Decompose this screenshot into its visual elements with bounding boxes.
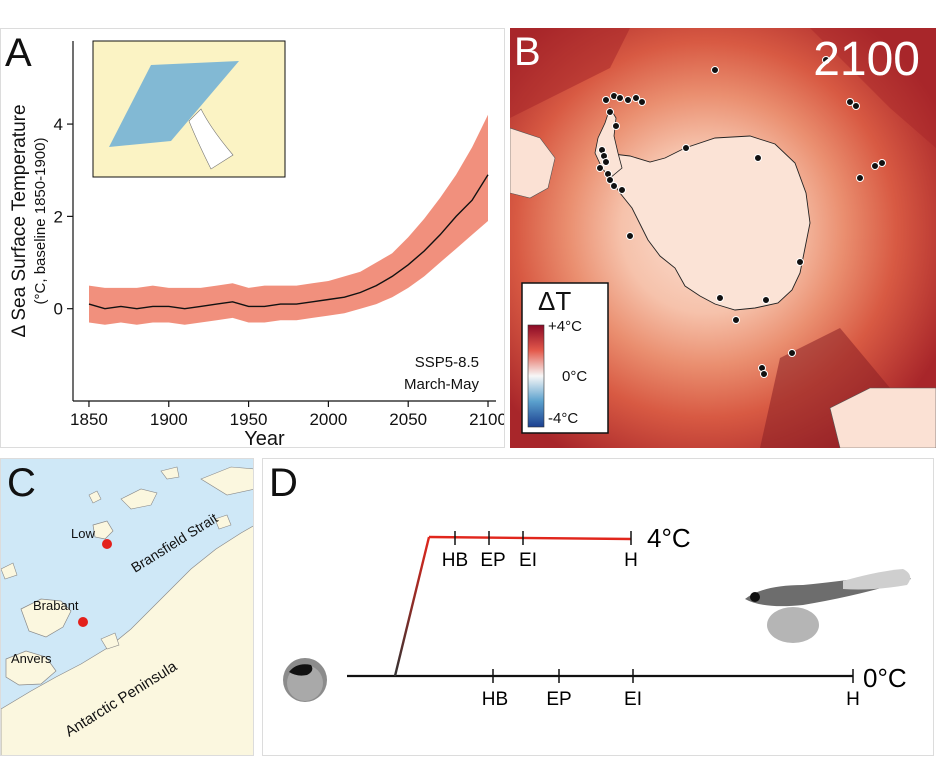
warming-ramp [393, 536, 431, 677]
label-brabant: Brabant [33, 598, 79, 613]
panel-d-letter: D [269, 461, 298, 505]
label-anvers: Anvers [11, 651, 52, 666]
warm-stage-hb: HB [442, 550, 468, 571]
larva-illustration [745, 569, 911, 643]
cold-temp-label: 0°C [863, 663, 907, 693]
mean-line [88, 174, 489, 310]
warm-stage-ei: EI [519, 550, 537, 571]
panel-c-letter: C [7, 461, 36, 505]
y-tick-label: 2 [54, 207, 63, 226]
x-axis-label: Year [244, 428, 285, 448]
legend-title: ΔT [538, 286, 572, 316]
chart-a: 1850 1900 1950 2000 2050 2100 0 2 4 Year Δ Sea Sur… [9, 40, 505, 448]
uncertainty-band [89, 114, 488, 325]
panel-d: HB EP EI H 4°C HB EP EI H 0°C D [262, 458, 934, 756]
warm-stage-h: H [624, 550, 638, 571]
low-island-site [102, 539, 112, 549]
peninsula-land [1, 525, 253, 755]
legend-max-label: +4°C [548, 318, 582, 335]
peninsula-map: Low Brabant Anvers Bransfield Strait Ant… [1, 459, 253, 755]
x-tick-label: 2100 [469, 410, 505, 429]
panel-b-letter: B [514, 30, 541, 74]
y-tick-label: 0 [54, 300, 63, 319]
season-label: March-May [404, 376, 480, 393]
colorbar [527, 324, 545, 428]
timeline-diagram: HB EP EI H 4°C HB EP EI H 0°C [283, 523, 911, 710]
warm-temp-label: 4°C [647, 523, 691, 553]
legend-min-label: -4°C [548, 410, 579, 427]
panel-c: Low Brabant Anvers Bransfield Strait Ant… [0, 458, 254, 756]
south-america-land [510, 127, 556, 199]
cold-stage-ei: EI [624, 689, 642, 710]
brabant-island-site [78, 617, 88, 627]
y-tick-label: 4 [54, 115, 63, 134]
anvers-island [5, 650, 57, 686]
panel-b: B 2100 ΔT +4°C 0°C -4°C [510, 28, 936, 448]
y-axis-sublabel: (°C, baseline 1850-1900) [32, 138, 49, 305]
year-label: 2100 [813, 33, 920, 86]
inset-study-region [109, 61, 239, 147]
x-tick-label: 1900 [150, 410, 188, 429]
brabant-island [20, 598, 72, 638]
cold-stage-h: H [846, 689, 860, 710]
panel-a: 1850 1900 1950 2000 2050 2100 0 2 4 Year Δ Sea Sur… [0, 28, 505, 448]
legend-mid-label: 0°C [562, 368, 588, 385]
antarctic-map [510, 28, 936, 448]
cold-stage-ep: EP [546, 689, 571, 710]
scenario-label: SSP5-8.5 [415, 354, 479, 371]
y-axis-label: Δ Sea Surface Temperature [9, 104, 30, 337]
warm-stage-ep: EP [480, 550, 505, 571]
x-tick-label: 2050 [389, 410, 427, 429]
panel-a-letter: A [5, 31, 32, 75]
x-tick-label: 1950 [230, 410, 268, 429]
low-island [92, 520, 114, 540]
x-tick-label: 2000 [309, 410, 347, 429]
x-tick-label: 1850 [70, 410, 108, 429]
cold-stage-hb: HB [482, 689, 508, 710]
warm-line [428, 535, 632, 541]
inset-land [188, 108, 234, 170]
label-low: Low [71, 526, 95, 541]
